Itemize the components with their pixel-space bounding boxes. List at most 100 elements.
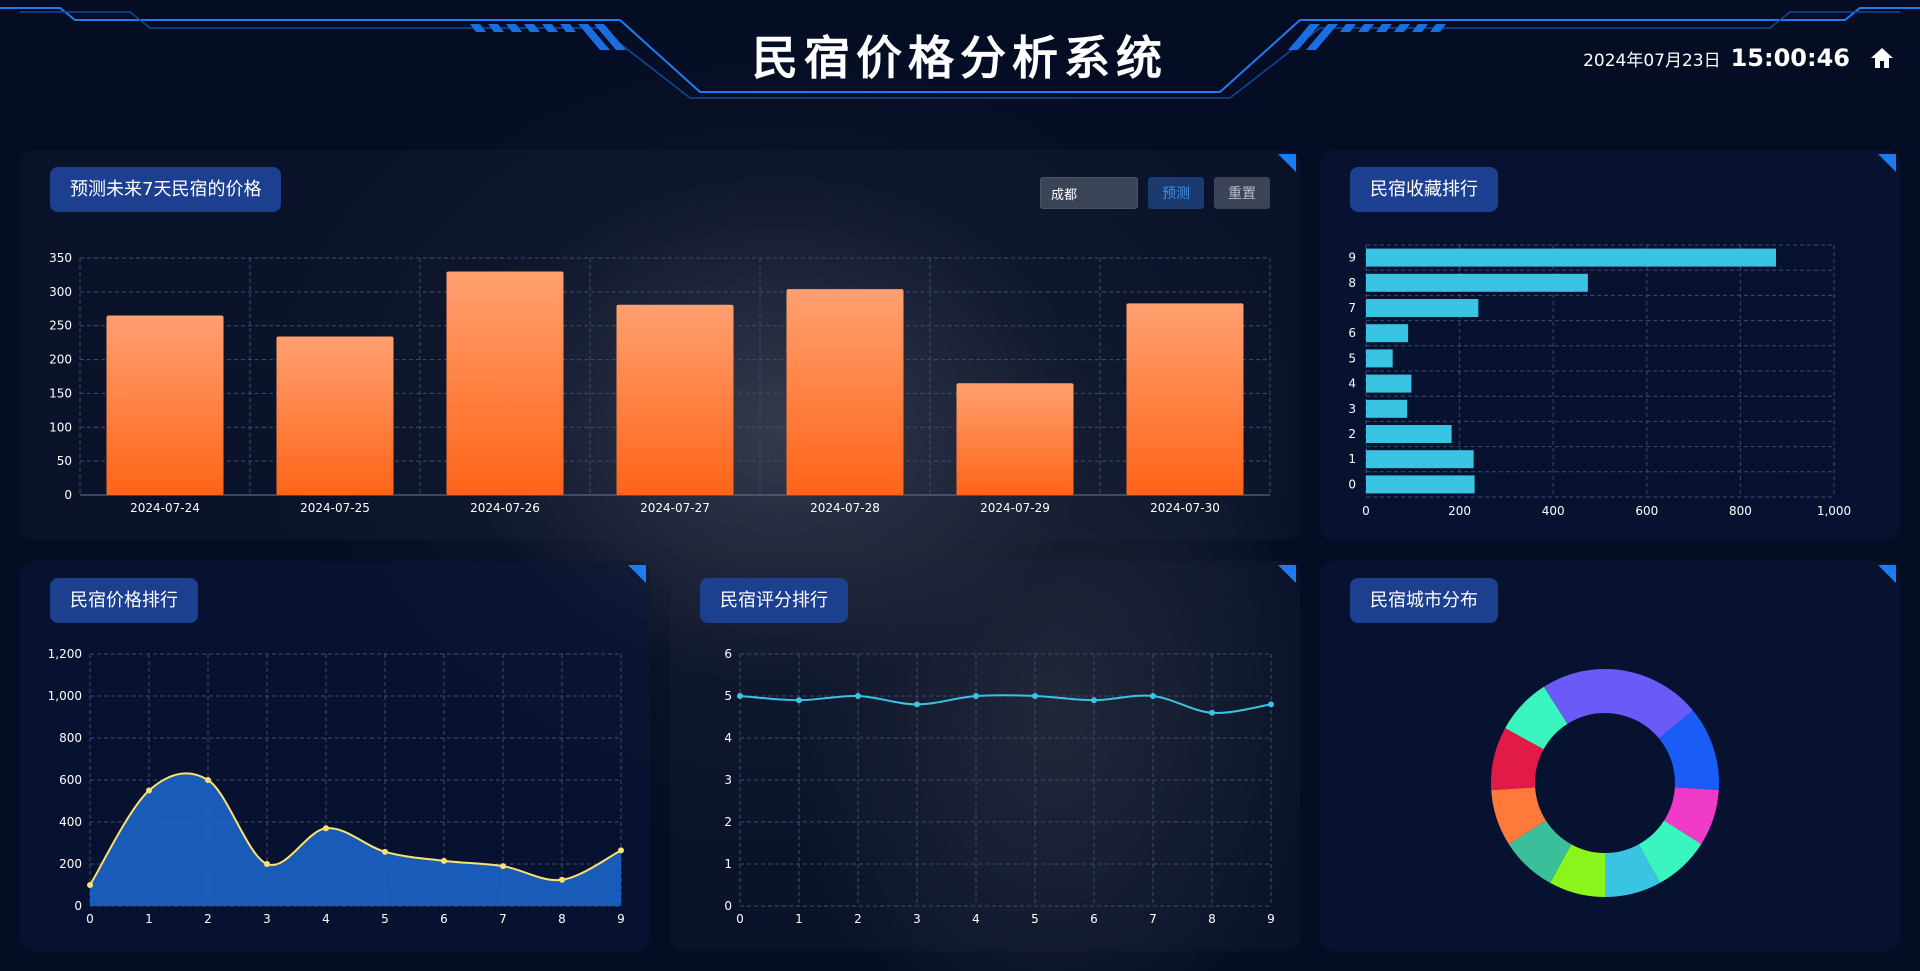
time-text: 15:00:46 — [1730, 44, 1850, 72]
data-point — [618, 847, 624, 854]
home-icon[interactable] — [1870, 46, 1894, 70]
data-point — [146, 787, 152, 794]
x-tick-label: 5 — [1031, 912, 1039, 926]
data-point — [1150, 693, 1156, 699]
y-tick-label: 9 — [1348, 251, 1356, 265]
data-point — [205, 777, 211, 783]
overflow-mask — [1272, 644, 1300, 926]
bar — [1366, 450, 1474, 469]
bar — [1366, 425, 1452, 443]
y-tick-label: 2 — [724, 815, 732, 829]
x-tick-label: 0 — [86, 912, 94, 926]
y-tick-label: 4 — [1348, 377, 1356, 391]
x-tick-label: 2024-07-27 — [640, 501, 710, 515]
data-point — [1268, 701, 1274, 708]
x-tick-label: 600 — [1635, 504, 1658, 518]
y-tick-label: 6 — [724, 647, 732, 661]
pie-slice — [1605, 669, 1693, 739]
y-tick-label: 4 — [724, 731, 732, 745]
predict-button[interactable]: 预测 — [1148, 177, 1204, 209]
bar — [786, 289, 904, 495]
pie-slice — [1658, 710, 1719, 791]
bar — [616, 304, 734, 495]
x-tick-label: 8 — [1208, 912, 1216, 926]
y-tick-label: 5 — [1348, 351, 1356, 365]
y-tick-label: 1 — [1348, 452, 1356, 466]
data-point — [973, 693, 979, 699]
x-tick-label: 1 — [145, 912, 153, 926]
pie-slice — [1664, 787, 1719, 845]
y-tick-label: 5 — [724, 689, 732, 703]
y-tick-label: 0 — [64, 488, 72, 502]
pie-slice — [1505, 686, 1568, 750]
data-point — [264, 861, 270, 867]
city-panel: 民宿城市分布 — [1320, 561, 1900, 951]
data-point — [323, 825, 329, 832]
x-tick-label: 7 — [1149, 912, 1157, 926]
x-tick-label: 2024-07-29 — [980, 501, 1050, 515]
y-tick-label: 150 — [49, 386, 72, 400]
y-tick-label: 300 — [49, 285, 72, 299]
forecast-panel: 预测未来7天民宿的价格 预测 重置 0 50 100 150 200 250 300 350 2… — [20, 150, 1300, 540]
x-tick-label: 1 — [795, 912, 803, 926]
series-area — [90, 773, 621, 906]
panel-title: 民宿价格排行 — [50, 578, 198, 623]
corner-marker — [1878, 565, 1896, 583]
forecast-chart: 0 50 100 150 200 250 300 350 2024-07-24 2024-07-2… — [49, 251, 1271, 515]
y-tick-label: 50 — [57, 454, 72, 468]
x-tick-label: 5 — [381, 912, 389, 926]
pie-slice — [1638, 820, 1702, 883]
corner-marker — [1878, 154, 1896, 172]
data-point — [1032, 693, 1038, 699]
page-title: 民宿价格分析系统 — [752, 31, 1168, 85]
y-tick-label: 3 — [1348, 402, 1356, 416]
city-input[interactable] — [1040, 177, 1138, 209]
x-tick-label: 400 — [1542, 504, 1565, 518]
data-point — [559, 876, 565, 883]
y-tick-label: 1,000 — [48, 689, 82, 703]
x-tick-label: 2024-07-28 — [810, 501, 880, 515]
bar — [1366, 374, 1412, 393]
date-text: 2024年07月23日 — [1583, 50, 1721, 71]
x-tick-label: 800 — [1729, 504, 1752, 518]
y-tick-label: 350 — [49, 251, 72, 265]
y-tick-label: 1 — [724, 857, 732, 871]
x-tick-label: 9 — [1267, 912, 1275, 926]
header: 民宿价格分析系统 2024年07月23日 15:00:46 — [0, 0, 1920, 100]
bar — [1126, 303, 1244, 495]
y-tick-label: 3 — [724, 773, 732, 787]
panel-title: 民宿城市分布 — [1350, 578, 1498, 623]
data-point — [1209, 709, 1215, 716]
bar — [1366, 324, 1409, 343]
y-tick-label: 200 — [59, 857, 82, 871]
header-stripes-left — [470, 24, 626, 50]
y-tick-label: 7 — [1348, 301, 1356, 315]
data-point — [737, 693, 743, 699]
pie-slice — [1550, 844, 1605, 897]
y-tick-label: 800 — [59, 731, 82, 745]
corner-marker — [628, 565, 646, 583]
x-tick-label: 9 — [617, 912, 625, 926]
x-tick-label: 0 — [736, 912, 744, 926]
data-point — [500, 863, 506, 870]
panel-title: 预测未来7天民宿的价格 — [50, 167, 282, 212]
bar — [1366, 399, 1408, 418]
series-line — [739, 694, 1272, 714]
x-tick-label: 4 — [972, 912, 980, 926]
y-tick-label: 6 — [1348, 326, 1356, 340]
bar — [1366, 475, 1475, 494]
bar — [1366, 299, 1479, 317]
corner-marker — [1278, 154, 1296, 172]
x-tick-label: 2024-07-30 — [1150, 501, 1220, 515]
datetime: 2024年07月23日 15:00:46 — [1583, 44, 1894, 72]
corner-marker — [1278, 565, 1296, 583]
forecast-controls: 预测 重置 — [1040, 177, 1270, 209]
panel-title: 民宿评分排行 — [700, 578, 848, 623]
y-tick-label: 0 — [724, 899, 732, 913]
data-point — [796, 697, 802, 704]
data-point — [441, 857, 447, 864]
reset-button[interactable]: 重置 — [1214, 177, 1270, 209]
header-frame — [0, 7, 1920, 99]
pie-slice — [1605, 844, 1660, 897]
y-tick-label: 2 — [1348, 427, 1356, 441]
